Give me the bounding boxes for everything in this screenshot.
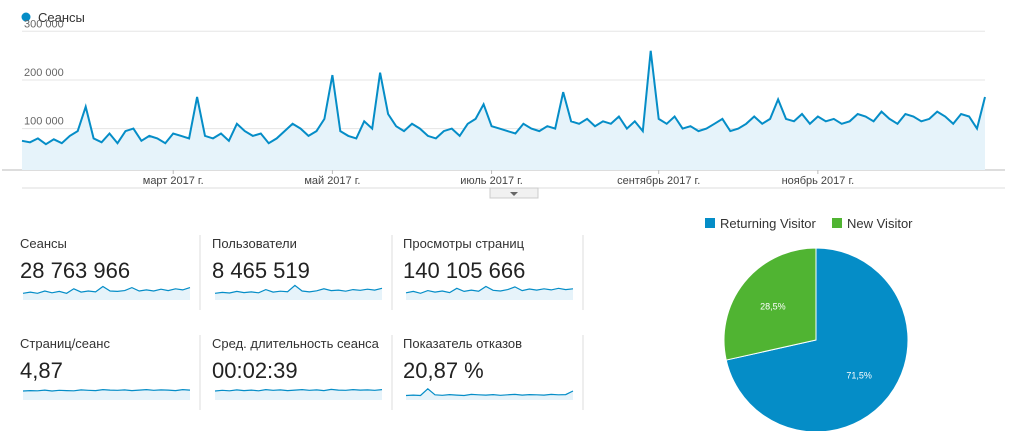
metric-label: Показатель отказов <box>403 336 522 351</box>
x-tick-label: май 2017 г. <box>304 175 360 187</box>
y-tick-label: 200 000 <box>24 67 64 79</box>
sparkline-area <box>23 389 190 400</box>
metric-label: Пользователи <box>212 236 297 251</box>
metric-value: 4,87 <box>20 358 63 383</box>
metric-label: Сред. длительность сеанса <box>212 336 380 351</box>
sparkline-area <box>23 286 190 300</box>
x-tick-label: ноябрь 2017 г. <box>782 175 855 187</box>
area <box>22 50 985 170</box>
legend-label: Сеансы <box>38 10 85 25</box>
metric-value: 8 465 519 <box>212 258 310 283</box>
legend-marker <box>21 12 31 22</box>
collapse-arrow <box>510 192 518 196</box>
sparkline <box>214 284 383 294</box>
y-tick-label: 300 000 <box>24 18 64 30</box>
metric-label: Страниц/сеанс <box>20 336 110 351</box>
sparkline <box>405 285 574 294</box>
sparkline-area <box>215 285 382 300</box>
sparkline <box>214 388 383 392</box>
metric-label: Сеансы <box>20 236 67 251</box>
sparkline <box>405 388 574 397</box>
pie-slice <box>723 247 817 361</box>
sparkline-area <box>406 388 573 400</box>
sparkline <box>22 388 191 392</box>
sparkline-area <box>215 389 382 400</box>
legend-marker <box>705 218 715 228</box>
legend-marker <box>832 218 842 228</box>
slice-label: 28,5% <box>760 301 786 311</box>
metric-label: Просмотры страниц <box>403 236 525 251</box>
pie-slice <box>725 247 909 431</box>
x-tick-label: сентябрь 2017 г. <box>617 175 700 187</box>
slice-label: 71,5% <box>846 371 872 381</box>
y-tick-label: 100 000 <box>24 116 64 128</box>
metric-value: 140 105 666 <box>403 258 525 283</box>
metric-value: 20,87 % <box>403 358 484 383</box>
legend-label: Returning Visitor <box>720 216 817 231</box>
metric-value: 00:02:39 <box>212 358 298 383</box>
legend-label: New Visitor <box>847 216 913 231</box>
line <box>21 50 986 146</box>
x-tick-label: июль 2017 г. <box>460 175 523 187</box>
x-tick-label: март 2017 г. <box>143 175 204 187</box>
metric-value: 28 763 966 <box>20 258 130 283</box>
sparkline <box>22 285 191 294</box>
